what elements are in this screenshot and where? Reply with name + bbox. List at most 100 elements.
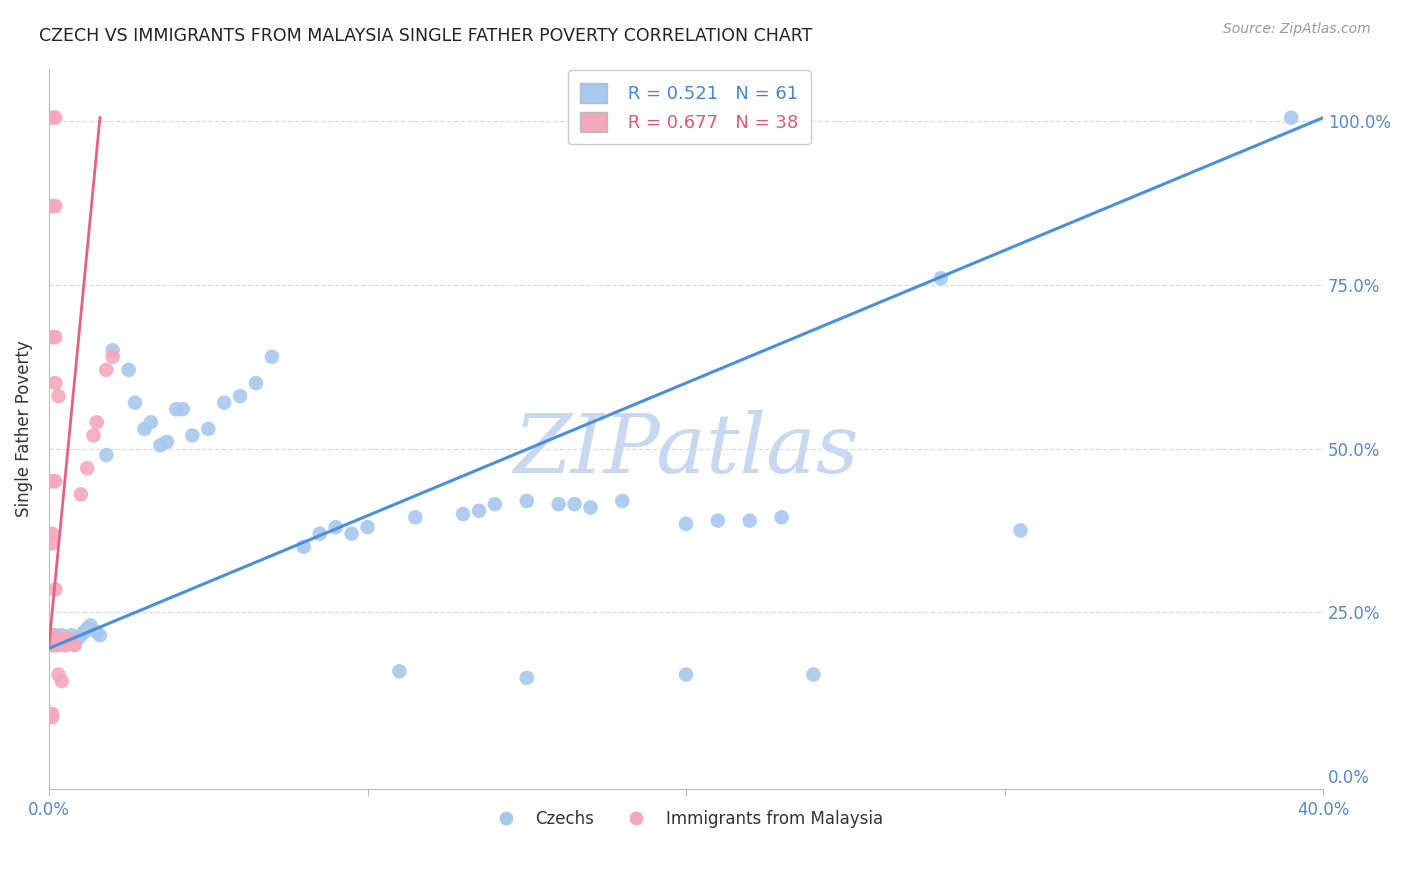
Point: [516, 671, 538, 685]
Point: [134, 422, 156, 436]
Point: [181, 428, 204, 442]
Point: [51, 635, 73, 649]
Point: [484, 497, 506, 511]
Point: [516, 494, 538, 508]
Point: [83, 428, 105, 442]
Point: [117, 363, 139, 377]
Point: [44, 635, 66, 649]
Point: [675, 667, 697, 681]
Point: [69, 628, 91, 642]
Point: [53, 635, 76, 649]
Point: [340, 526, 363, 541]
Point: [149, 438, 172, 452]
Point: [51, 628, 73, 642]
Point: [1279, 111, 1302, 125]
Point: [803, 667, 825, 681]
Point: [44, 475, 66, 489]
Point: [451, 507, 474, 521]
Point: [101, 350, 124, 364]
Point: [308, 526, 330, 541]
Point: [63, 638, 86, 652]
Point: [41, 638, 63, 652]
Point: [675, 516, 697, 531]
Point: [96, 363, 118, 377]
Point: [929, 271, 952, 285]
Point: [48, 632, 70, 646]
Point: [468, 504, 491, 518]
Point: [48, 389, 70, 403]
Point: [292, 540, 315, 554]
Point: [60, 635, 83, 649]
Point: [89, 628, 111, 642]
Point: [356, 520, 378, 534]
Point: [48, 667, 70, 681]
Point: [579, 500, 602, 515]
Point: [165, 402, 187, 417]
Point: [44, 638, 66, 652]
Point: [156, 434, 179, 449]
Point: [66, 632, 89, 646]
Point: [707, 514, 730, 528]
Point: [101, 343, 124, 358]
Point: [564, 497, 586, 511]
Point: [48, 638, 70, 652]
Point: [229, 389, 252, 403]
Point: [44, 582, 66, 597]
Point: [56, 632, 79, 646]
Text: CZECH VS IMMIGRANTS FROM MALAYSIA SINGLE FATHER POVERTY CORRELATION CHART: CZECH VS IMMIGRANTS FROM MALAYSIA SINGLE…: [39, 27, 813, 45]
Point: [44, 628, 66, 642]
Point: [51, 674, 73, 689]
Point: [76, 622, 98, 636]
Point: [41, 199, 63, 213]
Point: [41, 536, 63, 550]
Point: [44, 199, 66, 213]
Point: [44, 111, 66, 125]
Point: [53, 638, 76, 652]
Point: [770, 510, 793, 524]
Point: [86, 415, 108, 429]
Point: [63, 638, 86, 652]
Point: [404, 510, 426, 524]
Y-axis label: Single Father Poverty: Single Father Poverty: [15, 341, 32, 517]
Point: [60, 635, 83, 649]
Point: [547, 497, 569, 511]
Point: [41, 526, 63, 541]
Point: [738, 514, 761, 528]
Point: [76, 461, 98, 475]
Point: [388, 665, 411, 679]
Point: [41, 632, 63, 646]
Point: [41, 628, 63, 642]
Point: [96, 448, 118, 462]
Point: [44, 632, 66, 646]
Point: [73, 624, 96, 639]
Point: [260, 350, 283, 364]
Point: [53, 635, 76, 649]
Point: [325, 520, 347, 534]
Point: [53, 638, 76, 652]
Point: [41, 710, 63, 724]
Point: [44, 376, 66, 390]
Point: [41, 111, 63, 125]
Point: [41, 706, 63, 721]
Text: ZIPatlas: ZIPatlas: [513, 410, 859, 491]
Point: [212, 395, 235, 409]
Legend: Czechs, Immigrants from Malaysia: Czechs, Immigrants from Malaysia: [482, 804, 890, 835]
Point: [56, 632, 79, 646]
Point: [41, 638, 63, 652]
Point: [172, 402, 194, 417]
Point: [41, 475, 63, 489]
Point: [41, 330, 63, 344]
Point: [612, 494, 634, 508]
Point: [124, 395, 146, 409]
Point: [60, 628, 83, 642]
Point: [48, 635, 70, 649]
Point: [51, 632, 73, 646]
Point: [44, 330, 66, 344]
Point: [1010, 524, 1032, 538]
Point: [197, 422, 219, 436]
Point: [245, 376, 267, 390]
Point: [69, 487, 91, 501]
Point: [41, 632, 63, 646]
Text: Source: ZipAtlas.com: Source: ZipAtlas.com: [1223, 22, 1371, 37]
Point: [44, 635, 66, 649]
